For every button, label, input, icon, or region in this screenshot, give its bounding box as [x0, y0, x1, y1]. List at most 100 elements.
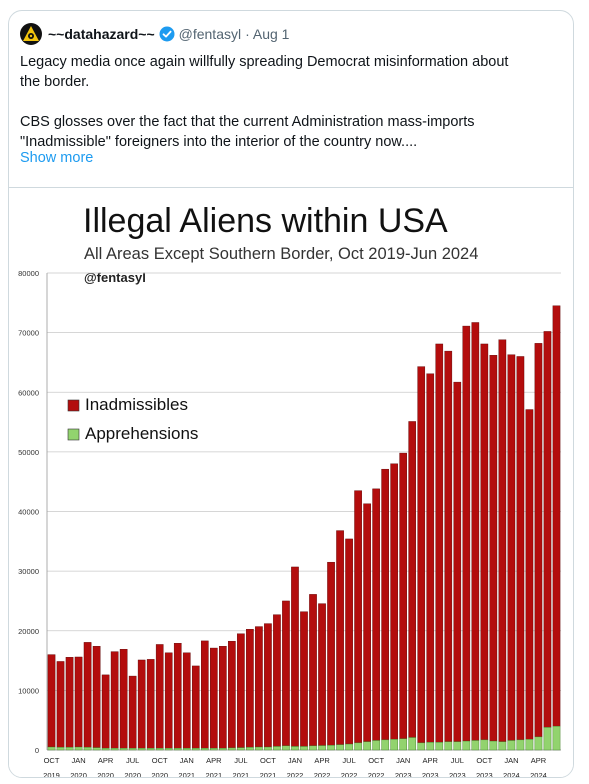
- bar-inadmissibles: [318, 603, 326, 746]
- bar-apprehensions: [507, 740, 516, 751]
- chart-credit: @fentasyl: [84, 270, 146, 285]
- bar-inadmissibles: [381, 468, 389, 741]
- bar-inadmissibles: [291, 566, 299, 747]
- x-tick-month: OCT: [260, 756, 276, 765]
- y-tick-label: 20000: [18, 627, 39, 636]
- bar-inadmissibles: [390, 463, 398, 740]
- bar-apprehensions: [110, 748, 119, 751]
- bar-inadmissibles: [345, 538, 353, 745]
- display-name[interactable]: ~~datahazard~~: [48, 26, 155, 42]
- x-tick-year: 2022: [287, 771, 304, 778]
- bar-inadmissibles: [65, 657, 74, 748]
- bar-apprehensions: [498, 741, 507, 751]
- show-more-link[interactable]: Show more: [20, 150, 94, 166]
- tweet-text-line: CBS glosses over the fact that the curre…: [20, 114, 475, 130]
- legend-label: Apprehensions: [85, 424, 198, 443]
- x-tick-month: APR: [98, 756, 114, 765]
- bar-inadmissibles: [47, 654, 56, 748]
- bar-apprehensions: [101, 748, 110, 751]
- bar-inadmissibles: [56, 661, 65, 748]
- bar-inadmissibles: [210, 647, 218, 749]
- bar-inadmissibles: [336, 530, 344, 745]
- bar-inadmissibles: [182, 652, 191, 749]
- bar-apprehensions: [309, 745, 317, 751]
- bar-apprehensions: [417, 742, 426, 751]
- x-tick-month: OCT: [44, 756, 60, 765]
- bar-inadmissibles: [417, 366, 426, 744]
- tweet-media-chart[interactable]: Illegal Aliens within USA All Areas Exce…: [9, 187, 573, 778]
- x-tick-year: 2021: [260, 771, 277, 778]
- bar-inadmissibles: [164, 652, 173, 749]
- tweet-text-line: Legacy media once again willfully spread…: [20, 54, 509, 70]
- bar-inadmissibles: [327, 561, 335, 746]
- x-tick-year: 2020: [124, 771, 141, 778]
- bar-inadmissibles: [101, 674, 110, 749]
- legend-swatch: [67, 399, 80, 412]
- bar-inadmissibles: [534, 343, 543, 738]
- tweet-text-line: "Inadmissible" foreigners into the inter…: [20, 134, 418, 150]
- bar-inadmissibles: [372, 488, 380, 741]
- bar-apprehensions: [345, 743, 353, 751]
- bar-apprehensions: [399, 738, 408, 751]
- bar-apprehensions: [282, 745, 290, 751]
- bar-inadmissibles: [110, 651, 119, 749]
- bar-apprehensions: [543, 727, 552, 751]
- tweet-text: Legacy media once again willfully spread…: [20, 52, 560, 152]
- bar-apprehensions: [516, 739, 525, 751]
- x-tick-year: 2023: [476, 771, 493, 778]
- x-tick-year: 2023: [395, 771, 412, 778]
- verified-badge-icon: [159, 26, 175, 42]
- bar-inadmissibles: [399, 452, 408, 739]
- bar-apprehensions: [435, 742, 444, 751]
- bar-inadmissibles: [525, 409, 534, 740]
- x-tick-month: JUL: [126, 756, 139, 765]
- bar-inadmissibles: [552, 305, 561, 727]
- x-tick-month: JUL: [342, 756, 355, 765]
- bar-apprehensions: [56, 747, 65, 751]
- x-tick-year: 2020: [151, 771, 168, 778]
- bar-inadmissibles: [191, 665, 200, 749]
- bar-apprehensions: [552, 725, 561, 751]
- bar-inadmissibles: [498, 339, 507, 742]
- bar-apprehensions: [363, 741, 371, 751]
- bar-apprehensions: [408, 737, 417, 751]
- avatar[interactable]: [20, 23, 42, 45]
- bar-inadmissibles: [146, 659, 155, 749]
- x-tick-month: APR: [314, 756, 330, 765]
- x-tick-month: APR: [206, 756, 222, 765]
- bar-apprehensions: [146, 748, 155, 751]
- bar-inadmissibles: [462, 325, 471, 742]
- x-tick-month: JAN: [71, 756, 85, 765]
- y-tick-label: 50000: [18, 448, 39, 457]
- bar-inadmissibles: [246, 629, 254, 748]
- x-tick-year: 2020: [97, 771, 114, 778]
- x-tick-month: OCT: [476, 756, 492, 765]
- x-tick-year: 2021: [178, 771, 195, 778]
- bar-apprehensions: [444, 741, 453, 751]
- bar-inadmissibles: [300, 611, 308, 747]
- bar-inadmissibles: [453, 381, 462, 742]
- bar-chart: Illegal Aliens within USA All Areas Exce…: [18, 202, 561, 778]
- bar-apprehensions: [219, 748, 227, 751]
- tweet-card[interactable]: ~~datahazard~~ @fentasyl · Aug 1 Legacy …: [8, 10, 574, 778]
- x-tick-year: 2020: [70, 771, 87, 778]
- bar-apprehensions: [182, 748, 191, 751]
- bar-inadmissibles: [489, 355, 498, 742]
- x-tick-month: JUL: [234, 756, 247, 765]
- bar-apprehensions: [525, 739, 534, 751]
- bar-inadmissibles: [273, 614, 281, 747]
- bar-inadmissibles: [92, 646, 101, 748]
- bar-inadmissibles: [237, 633, 245, 748]
- bar-inadmissibles: [74, 656, 83, 748]
- y-tick-label: 0: [35, 746, 39, 755]
- x-tick-year: 2024: [503, 771, 520, 778]
- bar-apprehensions: [471, 740, 480, 751]
- tweet-header: ~~datahazard~~ @fentasyl · Aug 1: [20, 23, 289, 45]
- bar-inadmissibles: [155, 644, 164, 749]
- handle[interactable]: @fentasyl: [178, 26, 242, 42]
- y-tick-label: 60000: [18, 388, 39, 397]
- bar-apprehensions: [228, 747, 236, 751]
- bar-apprehensions: [200, 748, 209, 751]
- tweet-date[interactable]: · Aug 1: [245, 26, 290, 42]
- y-tick-label: 80000: [18, 269, 39, 278]
